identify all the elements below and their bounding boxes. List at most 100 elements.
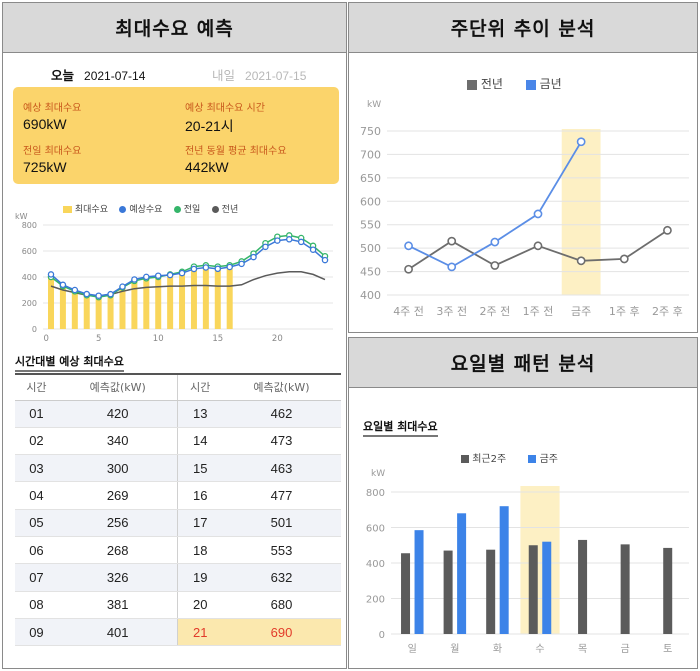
- tab-today-label: 오늘: [51, 68, 75, 83]
- y-tick-label: 200: [22, 299, 37, 308]
- cell-forecast: 256: [57, 509, 178, 537]
- bar-recent-two-weeks: [486, 549, 496, 634]
- legend-label: 전년: [480, 77, 503, 91]
- cell-time: 17: [177, 509, 222, 537]
- cell-time: 16: [177, 481, 222, 510]
- tab-tomorrow-date: 2021-07-15: [245, 69, 307, 83]
- forecast-point: [83, 290, 90, 298]
- series-point-last-year: [533, 241, 543, 251]
- daily-pattern-chart: kW 0 200 400 600 800 일 월 화 수 목 금 토: [366, 469, 689, 655]
- cell-forecast: 401: [57, 618, 178, 647]
- legend-swatch: [525, 79, 536, 90]
- x-tick-label: 0: [44, 334, 49, 343]
- forecast-point: [238, 260, 245, 268]
- cell-forecast: 473: [221, 427, 341, 456]
- series-point-last-year: [447, 236, 457, 246]
- series-point-this-year: [404, 241, 413, 251]
- x-tick-label: 금: [621, 643, 630, 655]
- series-point-this-year: [533, 209, 543, 219]
- panel-title: 최대수요 예측: [3, 3, 346, 53]
- panel-title: 주단위 추이 분석: [349, 3, 697, 53]
- bar-this-week: [542, 541, 552, 634]
- bar-this-week: [414, 530, 424, 634]
- bar-actual-demand: [131, 278, 138, 329]
- summary-value: 690kW: [23, 116, 67, 132]
- cell-forecast: 340: [57, 427, 178, 456]
- x-tick-label: 5: [96, 334, 101, 343]
- forecast-point: [250, 253, 257, 261]
- cell-time: 15: [177, 454, 222, 483]
- bar-recent-two-weeks: [620, 544, 630, 634]
- cell-time: 04: [15, 481, 58, 510]
- bar-actual-demand: [202, 267, 209, 329]
- tab-tomorrow[interactable]: 내일 2021-07-15: [212, 65, 306, 84]
- bar-actual-demand: [214, 268, 221, 329]
- x-tick-label: 4주 전: [393, 305, 424, 318]
- bar-recent-two-weeks: [663, 547, 673, 634]
- y-tick-label: 200: [366, 595, 385, 606]
- hourly-forecast-table: 시간 예측값(kW) 시간 예측값(kW) 01 420 13 462 02 340 14 4…: [15, 373, 341, 647]
- legend-label: 금주: [539, 454, 559, 465]
- yesterday-line: [50, 234, 326, 298]
- cell-forecast: 680: [221, 591, 341, 619]
- x-tick-label: 수: [535, 643, 544, 655]
- table-row: 04 269 16 477: [15, 481, 341, 510]
- last-year-line: [50, 271, 326, 297]
- cell-forecast: 632: [221, 563, 341, 592]
- highlight-band-today: [520, 486, 560, 634]
- weekly-trend-panel: 주단위 추이 분석 전년 금년 kW 400 450 500 550 600 650 700 7…: [348, 2, 698, 333]
- bar-actual-demand: [83, 293, 90, 329]
- bar-actual-demand: [107, 293, 114, 329]
- legend-label: 전일: [183, 205, 201, 215]
- summary-label: 예상 최대수요: [23, 103, 82, 114]
- cell-time: 05: [15, 509, 58, 537]
- x-tick-label: 2주 후: [652, 305, 683, 318]
- cell-forecast: 420: [57, 400, 178, 428]
- col-header-forecast: 예측값(kW): [221, 373, 341, 401]
- bar-actual-demand: [190, 269, 197, 329]
- weekly-body: 전년 금년 kW 400 450 500 550 600 650 700 750 4주 전 3주 전…: [349, 53, 697, 332]
- cell-forecast: 269: [57, 481, 178, 510]
- cell-time: 03: [15, 454, 58, 483]
- x-tick-label: 1주 전: [523, 305, 554, 318]
- bar-actual-demand: [59, 283, 66, 329]
- x-tick-label: 2주 전: [479, 305, 510, 318]
- cell-forecast: 477: [221, 481, 341, 510]
- forecast-point: [262, 243, 269, 251]
- summary-last-year-avg: 전년 동월 평균 최대수요 442kW: [185, 142, 287, 175]
- forecast-point: [178, 269, 186, 277]
- cell-forecast: 553: [221, 536, 341, 565]
- x-tick-label: 3주 전: [436, 305, 467, 318]
- tab-tomorrow-label: 내일: [212, 68, 236, 83]
- legend-label: 금년: [539, 77, 562, 91]
- table-row: 02 340 14 473: [15, 427, 341, 456]
- y-tick-label: 600: [22, 247, 37, 256]
- cell-forecast: 462: [221, 400, 341, 428]
- cell-time: 01: [15, 400, 58, 428]
- daily-pattern-panel: 요일별 패턴 분석 요일별 최대수요 최근2주 금주 kW 0 200 400 600 8…: [348, 337, 698, 669]
- cell-time: 02: [15, 427, 58, 456]
- forecast-point: [226, 263, 233, 271]
- highlight-band-this-week: [561, 129, 601, 295]
- y-tick-label: 400: [366, 559, 385, 570]
- cell-time: 06: [15, 536, 58, 565]
- table-row: 03 300 15 463: [15, 454, 341, 483]
- tab-today[interactable]: 오늘 2021-07-14: [36, 65, 154, 92]
- forecast-line: [50, 238, 326, 297]
- summary-value: 442kW: [185, 159, 229, 175]
- max-demand-forecast-panel: 최대수요 예측 오늘 2021-07-14 내일 2021-07-15 예상 최…: [2, 2, 347, 669]
- y-tick-label: 600: [360, 195, 381, 208]
- forecast-point: [274, 237, 281, 244]
- legend-swatch: [63, 206, 72, 213]
- table-header-row: 시간 예측값(kW) 시간 예측값(kW): [15, 373, 341, 401]
- series-point-this-year: [490, 237, 500, 247]
- forecast-point: [190, 265, 198, 273]
- x-tick-label: 1주 후: [609, 305, 640, 318]
- forecast-point: [309, 246, 317, 253]
- summary-expected-max: 예상 최대수요 690kW: [23, 99, 81, 132]
- cell-time: 21: [177, 618, 222, 647]
- series-point-this-year: [447, 262, 457, 272]
- cell-time: 14: [177, 427, 222, 456]
- hourly-demand-chart: kW 0 200 400 600 800 0 5 10 15 20: [15, 212, 333, 343]
- cell-time: 13: [177, 400, 222, 428]
